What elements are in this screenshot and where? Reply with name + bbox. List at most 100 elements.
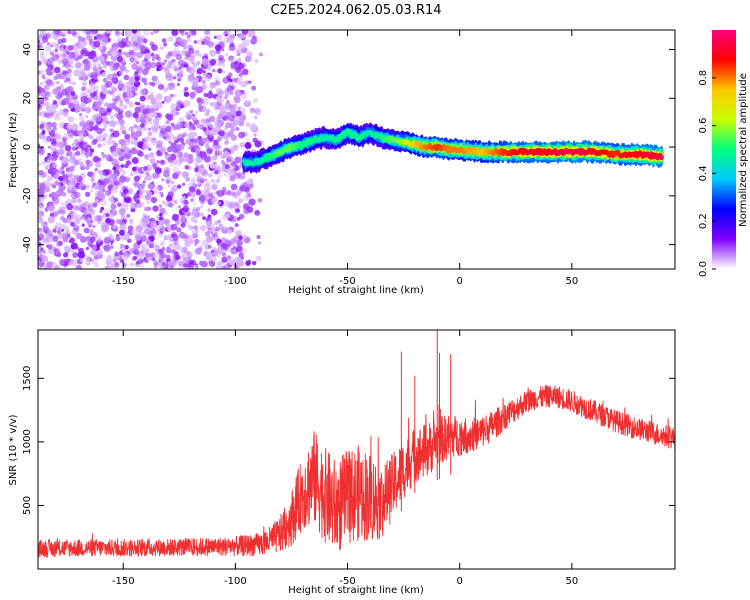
noise-point [142, 30, 150, 36]
noise-point [67, 218, 72, 224]
noise-point [167, 157, 174, 164]
noise-point [204, 246, 210, 251]
noise-point [85, 159, 91, 165]
noise-point [107, 259, 114, 265]
noise-point [161, 62, 165, 66]
noise-point [38, 237, 42, 242]
noise-point [211, 196, 218, 203]
noise-point [238, 235, 243, 241]
noise-point [172, 135, 178, 141]
noise-point [171, 249, 176, 254]
noise-point [61, 202, 65, 206]
noise-point [72, 46, 78, 52]
noise-point [49, 51, 55, 56]
noise-point [186, 213, 190, 218]
noise-point [243, 194, 250, 201]
noise-point [170, 109, 178, 117]
noise-point [222, 31, 226, 36]
noise-point [126, 213, 131, 218]
noise-point [66, 72, 72, 79]
noise-point [165, 53, 171, 60]
noise-point [256, 235, 261, 240]
noise-point [207, 208, 211, 212]
noise-point [103, 236, 111, 244]
noise-point [186, 37, 191, 43]
noise-point [121, 60, 127, 66]
noise-point [70, 221, 76, 227]
noise-point [159, 159, 166, 166]
noise-point [180, 39, 188, 47]
noise-point [118, 49, 122, 53]
noise-point [247, 177, 254, 185]
noise-point [47, 145, 52, 149]
noise-point [120, 222, 126, 228]
noise-point [170, 180, 175, 185]
noise-point [97, 63, 101, 67]
noise-point [232, 144, 239, 151]
noise-point [151, 172, 159, 179]
noise-point [217, 149, 223, 154]
noise-point [230, 58, 235, 63]
noise-point [207, 173, 213, 178]
noise-point [38, 215, 44, 223]
x-tick-label: -100 [224, 576, 247, 587]
noise-point [229, 175, 236, 182]
noise-point [58, 116, 62, 120]
noise-point [72, 251, 79, 259]
noise-point [248, 198, 256, 206]
noise-point [44, 45, 52, 52]
noise-point [189, 239, 194, 244]
noise-point [149, 220, 158, 229]
noise-point [145, 199, 151, 205]
noise-point [131, 256, 137, 261]
noise-point [112, 224, 117, 229]
noise-point [38, 251, 43, 255]
noise-point [93, 168, 98, 173]
noise-point [66, 203, 74, 211]
noise-point [228, 90, 234, 96]
noise-point [109, 84, 115, 90]
noise-point [139, 105, 146, 111]
noise-point [71, 30, 77, 36]
colorbar-tick-label: 0.4 [698, 165, 709, 181]
noise-point [162, 131, 169, 138]
noise-point [112, 166, 117, 171]
noise-point [72, 205, 78, 211]
noise-point [166, 63, 172, 69]
x-tick-label: -150 [112, 276, 135, 287]
noise-point [177, 260, 183, 267]
noise-point [160, 239, 166, 246]
noise-point [137, 250, 145, 258]
noise-point [201, 107, 207, 113]
noise-point [241, 30, 249, 35]
noise-point [216, 34, 223, 41]
noise-point [111, 172, 119, 180]
noise-point [124, 163, 129, 169]
noise-point [167, 36, 174, 42]
noise-point [42, 34, 48, 41]
noise-point [121, 248, 127, 254]
noise-point [147, 215, 151, 219]
noise-point [38, 188, 46, 196]
noise-point [175, 53, 182, 61]
noise-point [110, 116, 114, 120]
noise-point [225, 122, 232, 129]
noise-point [171, 30, 179, 36]
y-tick-label: -40 [22, 236, 33, 252]
noise-point [221, 256, 228, 263]
noise-point [102, 32, 107, 37]
noise-point [200, 76, 207, 84]
colorbar-tick-label: 0.8 [698, 70, 709, 86]
noise-point [200, 212, 205, 217]
noise-point [184, 240, 191, 248]
noise-point [58, 84, 64, 90]
noise-point [159, 225, 166, 232]
noise-point [66, 85, 74, 93]
noise-point [164, 211, 168, 216]
noise-point [44, 101, 52, 109]
noise-point [52, 184, 57, 189]
noise-point [217, 96, 225, 104]
noise-point [71, 123, 79, 131]
noise-point [46, 66, 53, 73]
noise-point [119, 138, 126, 146]
